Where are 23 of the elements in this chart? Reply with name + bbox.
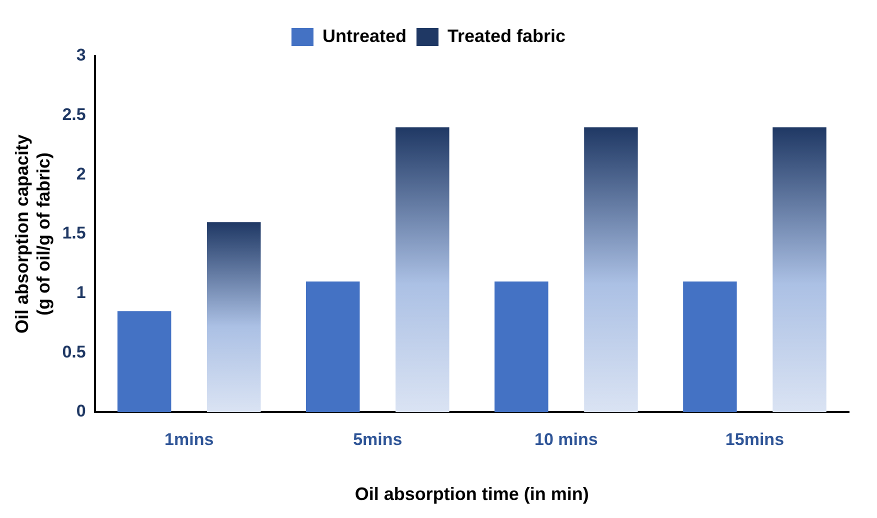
- x-tick-label: 10 mins: [534, 430, 598, 449]
- bar: [396, 127, 450, 412]
- legend-label: Treated fabric: [447, 26, 566, 46]
- x-tick-label: 15mins: [725, 430, 784, 449]
- bar: [772, 127, 826, 412]
- y-tick-label: 2.5: [62, 105, 86, 124]
- y-tick-label: 0.5: [62, 342, 86, 362]
- y-tick-label: 1.5: [62, 224, 86, 243]
- legend-label: Untreated: [322, 26, 406, 46]
- x-tick-label: 5mins: [353, 430, 402, 449]
- x-tick-label: 1mins: [164, 430, 214, 449]
- y-tick-label: 2: [76, 164, 86, 184]
- y-axis-title: Oil absorption capacity (g of oil/g of fabric): [12, 134, 54, 334]
- bar: [306, 281, 360, 412]
- x-axis-title: Oil absorption time (in min): [354, 484, 589, 504]
- bar: [494, 281, 548, 412]
- y-tick-label: 1: [76, 283, 86, 302]
- bar: [207, 222, 261, 412]
- bar: [584, 127, 638, 412]
- bar: [683, 281, 737, 412]
- y-tick-label: 0: [76, 402, 86, 421]
- bar: [117, 311, 172, 412]
- y-tick-label: 3: [76, 46, 86, 65]
